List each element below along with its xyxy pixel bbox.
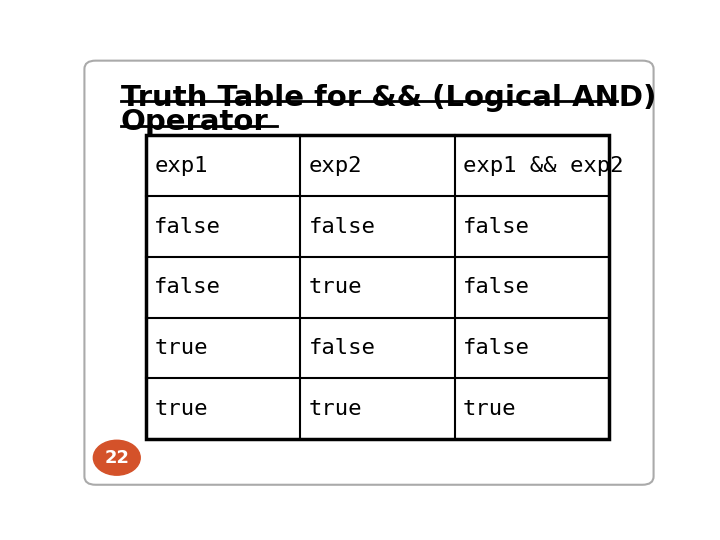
Text: true: true bbox=[154, 399, 207, 418]
Text: false: false bbox=[154, 217, 221, 237]
Text: false: false bbox=[309, 217, 375, 237]
Text: false: false bbox=[463, 217, 530, 237]
Circle shape bbox=[94, 440, 140, 475]
FancyBboxPatch shape bbox=[84, 60, 654, 485]
Text: true: true bbox=[309, 277, 362, 297]
Text: exp1 && exp2: exp1 && exp2 bbox=[463, 156, 624, 176]
Text: false: false bbox=[463, 338, 530, 358]
Text: 22: 22 bbox=[104, 449, 130, 467]
Text: false: false bbox=[463, 277, 530, 297]
Text: exp1: exp1 bbox=[154, 156, 207, 176]
Text: true: true bbox=[154, 338, 207, 358]
Text: true: true bbox=[463, 399, 516, 418]
Text: true: true bbox=[309, 399, 362, 418]
Text: exp2: exp2 bbox=[309, 156, 362, 176]
Text: false: false bbox=[309, 338, 375, 358]
Bar bbox=[145, 136, 609, 439]
Text: false: false bbox=[154, 277, 221, 297]
Text: Operator: Operator bbox=[121, 109, 269, 137]
Text: Truth Table for && (Logical AND): Truth Table for && (Logical AND) bbox=[121, 84, 656, 112]
